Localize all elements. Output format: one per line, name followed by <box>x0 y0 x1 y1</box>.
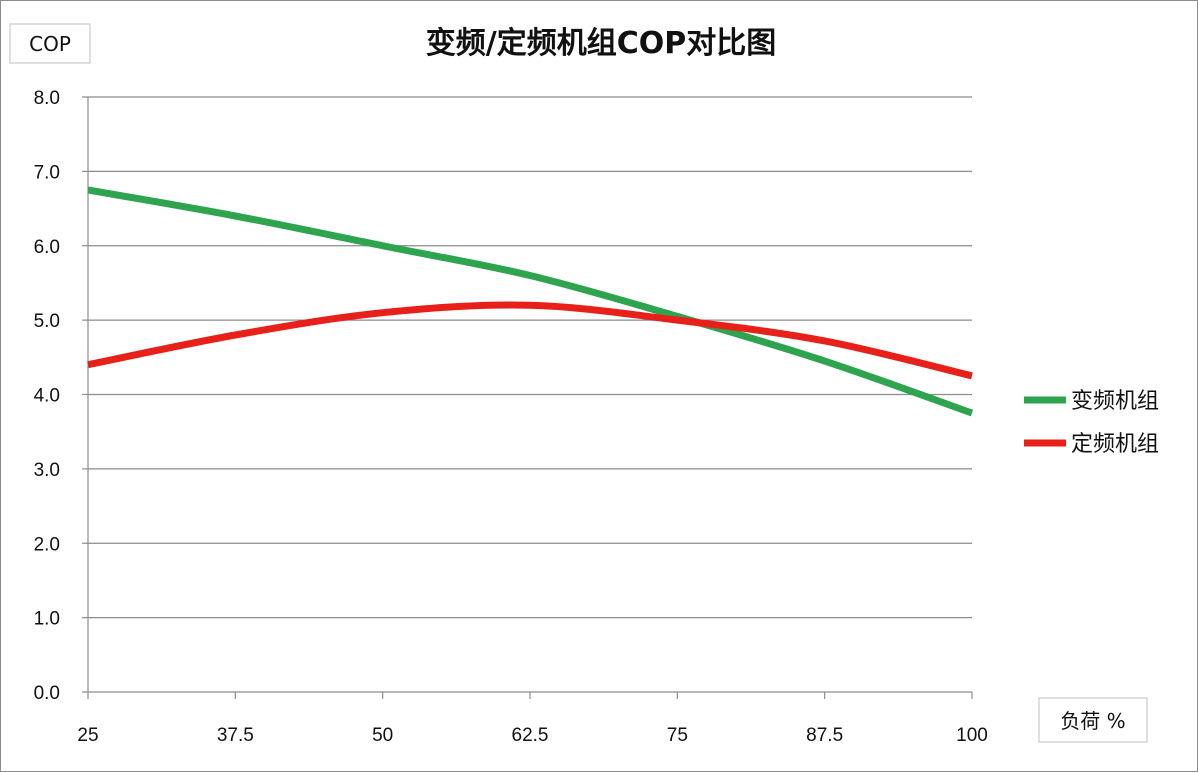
y-tick-label: 5.0 <box>34 311 60 332</box>
axes <box>82 96 973 699</box>
y-tick-label: 2.0 <box>34 534 60 555</box>
x-tick-label: 100 <box>956 725 988 746</box>
legend-label-inverter: 变频机组 <box>1071 389 1159 414</box>
x-axis-label-box: 负荷 % <box>1038 697 1148 743</box>
x-tick-label: 87.5 <box>806 725 843 746</box>
legend-label-fixed: 定频机组 <box>1071 432 1159 457</box>
x-tick-label: 50 <box>372 725 393 746</box>
data-point-inverter <box>824 361 825 362</box>
data-point-inverter <box>530 275 531 276</box>
series-line-inverter <box>87 186 974 417</box>
x-axis-label-border <box>1038 697 1148 743</box>
y-axis-label: COP <box>29 32 71 56</box>
x-tick-label: 25 <box>77 725 98 746</box>
y-axis-label-border <box>9 23 91 64</box>
data-point-fixed <box>530 305 531 306</box>
series-line-fixed <box>87 301 973 380</box>
x-tick-label: 37.5 <box>217 725 254 746</box>
y-tick-labels: 0.0 1.0 2.0 3.0 4.0 5.0 6.0 7.0 8.0 <box>34 88 60 704</box>
y-tick-label: 0.0 <box>34 683 60 704</box>
y-tick-label: 8.0 <box>34 88 60 109</box>
y-axis-label-box: COP <box>9 23 91 64</box>
data-point-fixed <box>235 335 236 336</box>
data-point-fixed <box>88 364 89 365</box>
chart-title: 变频/定频机组COP对比图 <box>426 26 776 61</box>
data-point-inverter <box>382 245 383 246</box>
data-point-fixed <box>677 320 678 321</box>
data-point-fixed <box>972 375 973 376</box>
gridlines <box>88 96 972 619</box>
x-tick-label: 75 <box>667 725 688 746</box>
y-tick-label: 7.0 <box>34 162 60 183</box>
data-point-fixed <box>824 340 825 341</box>
x-tick-labels: 25 37.5 50 62.5 75 87.5 100 <box>77 725 987 746</box>
data-point-fixed <box>382 312 383 313</box>
series-lines <box>87 186 974 417</box>
y-tick-label: 4.0 <box>34 386 60 407</box>
data-point-inverter <box>88 189 89 190</box>
x-tick-label: 62.5 <box>512 725 549 746</box>
y-tick-label: 6.0 <box>34 237 60 258</box>
y-tick-label: 1.0 <box>34 609 60 630</box>
data-point-inverter <box>972 413 973 414</box>
x-axis-label: 负荷 % <box>1060 709 1125 733</box>
y-tick-label: 3.0 <box>34 460 60 481</box>
data-point-inverter <box>235 216 236 217</box>
